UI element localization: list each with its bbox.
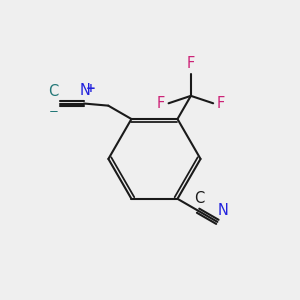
Text: F: F	[187, 56, 195, 71]
Text: C: C	[48, 84, 59, 99]
Text: +: +	[85, 82, 95, 95]
Text: −: −	[49, 105, 58, 118]
Text: F: F	[157, 96, 165, 111]
Text: F: F	[217, 96, 225, 111]
Text: N: N	[80, 83, 91, 98]
Text: C: C	[194, 191, 204, 206]
Text: N: N	[218, 203, 229, 218]
